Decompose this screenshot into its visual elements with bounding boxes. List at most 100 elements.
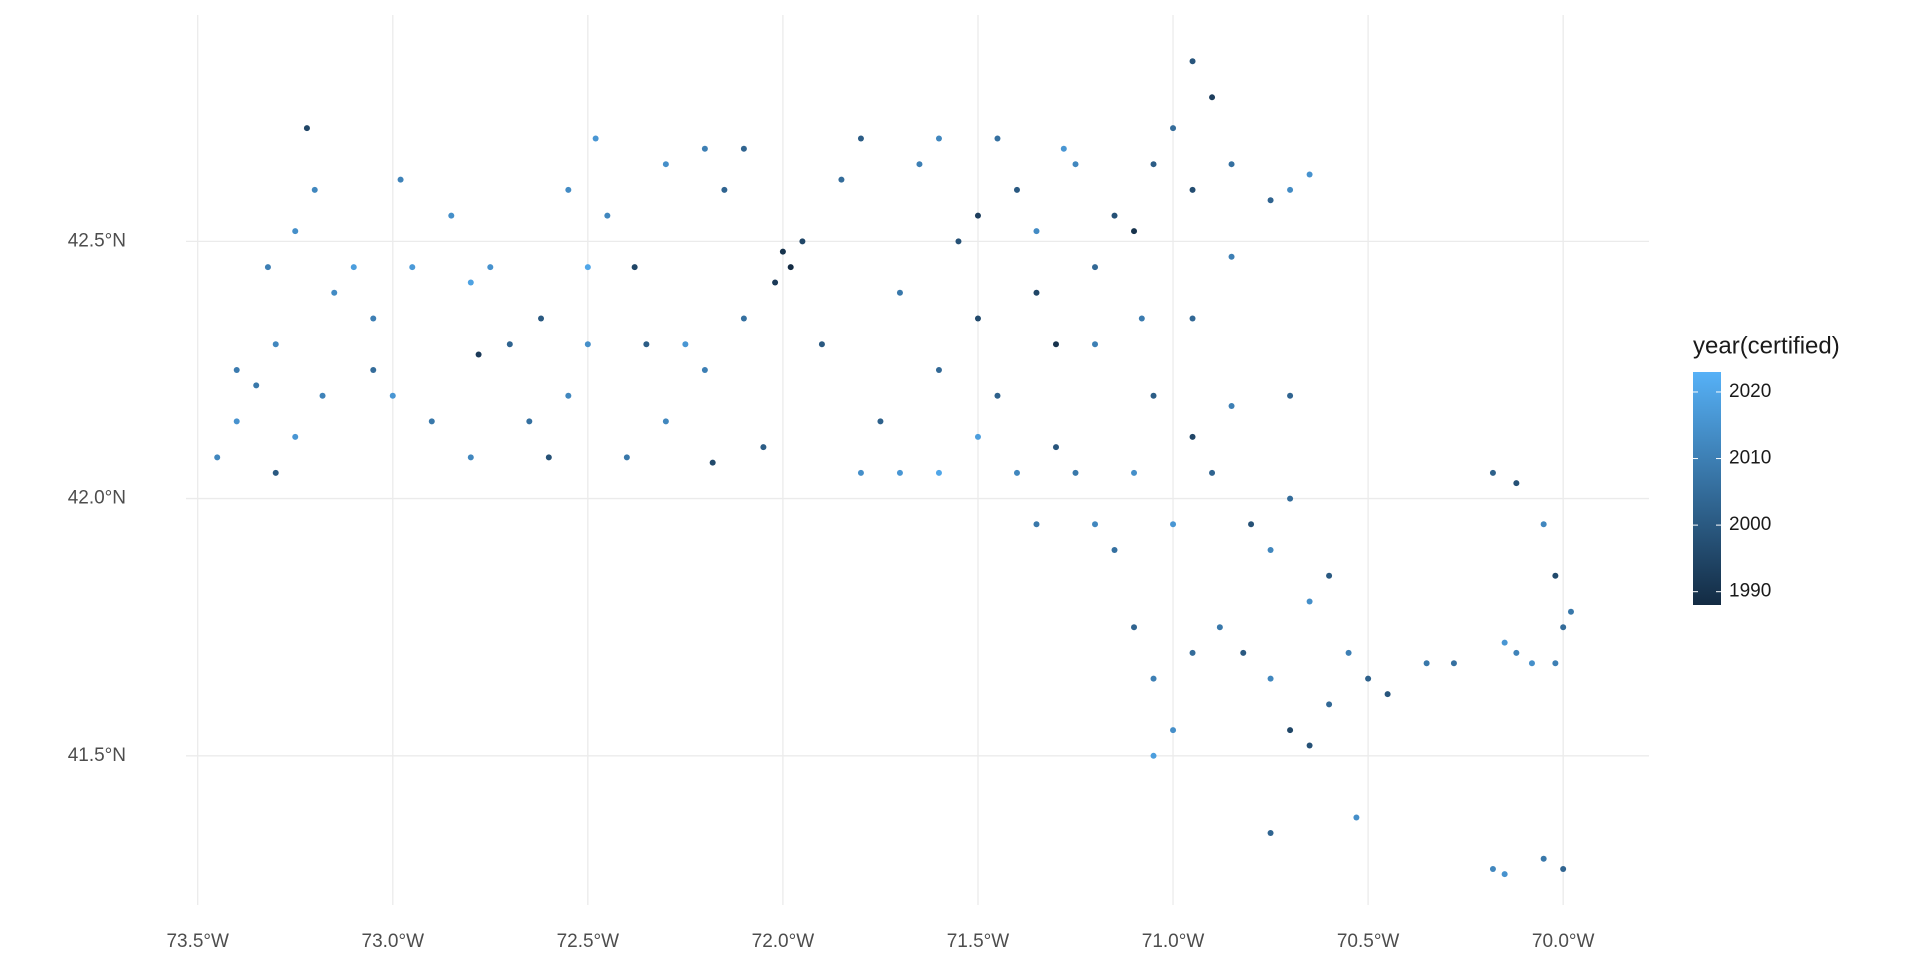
site-point bbox=[857, 135, 864, 142]
site-point bbox=[1345, 649, 1352, 656]
site-point bbox=[1540, 521, 1547, 528]
site-point bbox=[233, 418, 240, 425]
site-point bbox=[1552, 660, 1559, 667]
site-point bbox=[1013, 469, 1020, 476]
site-point bbox=[565, 186, 572, 193]
site-point bbox=[526, 418, 533, 425]
site-point bbox=[1189, 315, 1196, 322]
site-point bbox=[1189, 186, 1196, 193]
site-point bbox=[467, 454, 474, 461]
x-tick-label: 70.5°W bbox=[1337, 931, 1400, 952]
site-point bbox=[1240, 649, 1247, 656]
site-point bbox=[1423, 660, 1430, 667]
x-tick-label: 73.5°W bbox=[166, 931, 229, 952]
site-point bbox=[1150, 161, 1157, 168]
site-point bbox=[1513, 649, 1520, 656]
site-point bbox=[1287, 495, 1294, 502]
site-point bbox=[1384, 691, 1391, 698]
site-point bbox=[487, 264, 494, 271]
site-point bbox=[1170, 521, 1177, 528]
site-point bbox=[1170, 125, 1177, 132]
site-point bbox=[319, 392, 326, 399]
site-point bbox=[292, 228, 299, 235]
site-point bbox=[1216, 624, 1223, 631]
site-point bbox=[1013, 186, 1020, 193]
x-tick-label: 72.0°W bbox=[752, 931, 815, 952]
y-tick-label: 42.5°N bbox=[68, 230, 126, 251]
site-point bbox=[935, 469, 942, 476]
site-point bbox=[1306, 598, 1313, 605]
site-point bbox=[662, 161, 669, 168]
site-point bbox=[1131, 469, 1138, 476]
site-point bbox=[974, 212, 981, 219]
site-point bbox=[584, 341, 591, 348]
site-point bbox=[1060, 145, 1067, 152]
site-point bbox=[857, 469, 864, 476]
site-point bbox=[272, 341, 279, 348]
site-point bbox=[994, 135, 1001, 142]
site-point bbox=[389, 392, 396, 399]
colorbar-label: 2000 bbox=[1729, 514, 1771, 535]
site-point bbox=[545, 454, 552, 461]
site-point bbox=[1189, 58, 1196, 65]
site-point bbox=[1111, 212, 1118, 219]
site-point bbox=[1189, 649, 1196, 656]
x-tick-label: 73.0°W bbox=[362, 931, 425, 952]
site-point bbox=[1560, 624, 1567, 631]
site-point bbox=[740, 145, 747, 152]
site-point bbox=[538, 315, 545, 322]
site-point bbox=[350, 264, 357, 271]
site-point bbox=[448, 212, 455, 219]
site-point bbox=[1189, 433, 1196, 440]
x-tick-label: 71.5°W bbox=[947, 931, 1010, 952]
site-point bbox=[428, 418, 435, 425]
site-point bbox=[631, 264, 638, 271]
site-point bbox=[1287, 727, 1294, 734]
site-point bbox=[721, 186, 728, 193]
site-point bbox=[709, 459, 716, 466]
site-point bbox=[779, 248, 786, 255]
site-point bbox=[1287, 392, 1294, 399]
site-point bbox=[1131, 624, 1138, 631]
site-point bbox=[1092, 521, 1099, 528]
site-point bbox=[1326, 572, 1333, 579]
site-point bbox=[1450, 660, 1457, 667]
site-point bbox=[1228, 402, 1235, 409]
site-point bbox=[272, 469, 279, 476]
site-point bbox=[818, 341, 825, 348]
site-point bbox=[1052, 341, 1059, 348]
site-point bbox=[682, 341, 689, 348]
site-point bbox=[1072, 161, 1079, 168]
x-tick-label: 72.5°W bbox=[557, 931, 620, 952]
site-point bbox=[1267, 547, 1274, 554]
site-point bbox=[592, 135, 599, 142]
site-point bbox=[331, 289, 338, 296]
site-point bbox=[994, 392, 1001, 399]
site-point bbox=[565, 392, 572, 399]
site-point bbox=[935, 366, 942, 373]
site-point bbox=[370, 366, 377, 373]
site-point bbox=[1209, 94, 1216, 101]
site-point bbox=[974, 433, 981, 440]
site-point bbox=[1138, 315, 1145, 322]
site-point bbox=[397, 176, 404, 183]
site-point bbox=[584, 264, 591, 271]
site-point bbox=[799, 238, 806, 245]
site-point bbox=[506, 341, 513, 348]
site-point bbox=[370, 315, 377, 322]
site-point bbox=[643, 341, 650, 348]
site-point bbox=[1150, 752, 1157, 759]
site-point bbox=[1209, 469, 1216, 476]
site-point bbox=[1528, 660, 1535, 667]
site-point bbox=[1131, 228, 1138, 235]
site-point bbox=[701, 366, 708, 373]
site-point bbox=[1489, 865, 1496, 872]
site-point bbox=[1267, 829, 1274, 836]
site-point bbox=[1228, 161, 1235, 168]
site-point bbox=[292, 433, 299, 440]
site-point bbox=[1513, 480, 1520, 487]
site-point bbox=[1306, 171, 1313, 178]
site-point bbox=[1072, 469, 1079, 476]
site-point bbox=[467, 279, 474, 286]
